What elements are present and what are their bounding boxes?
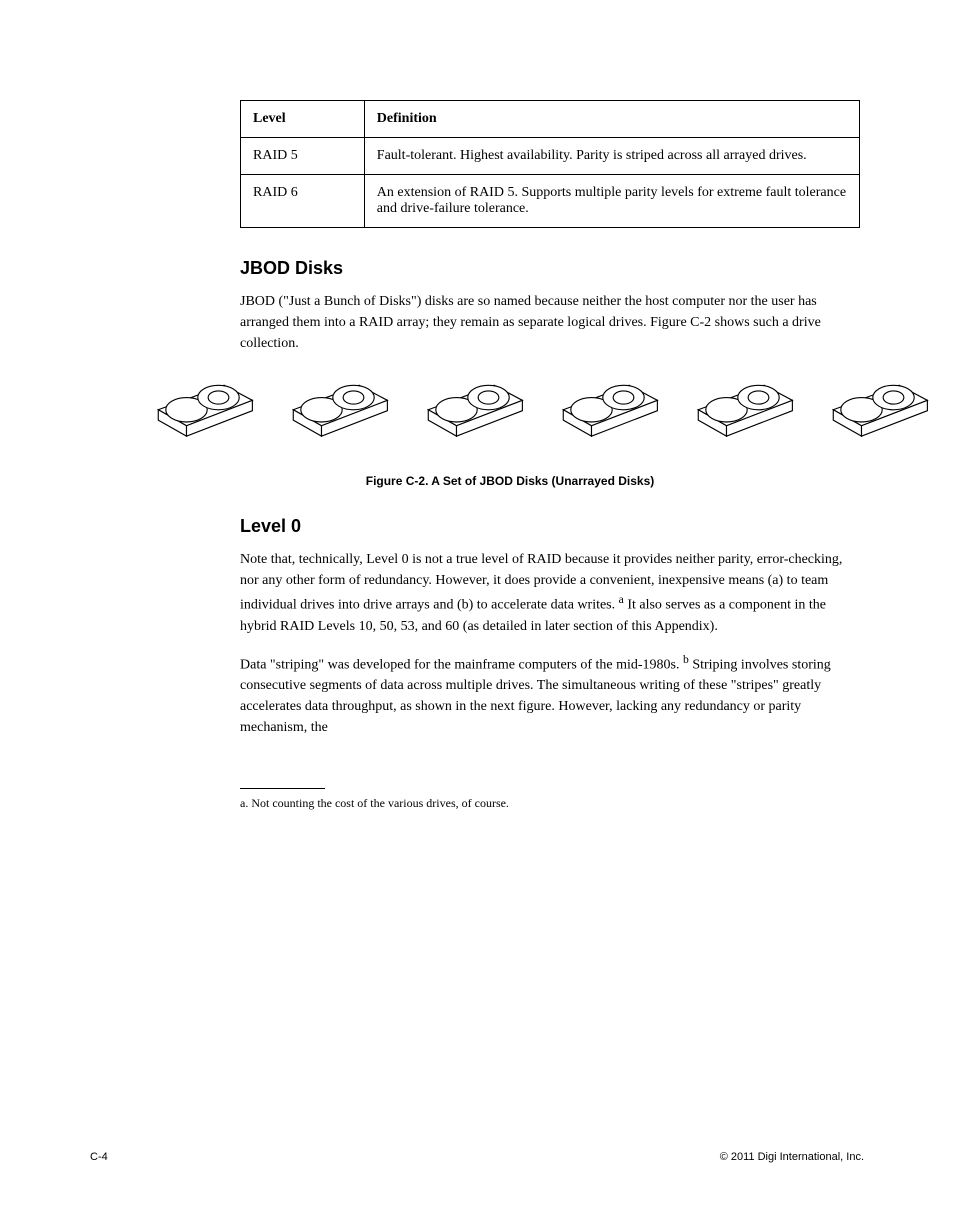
figure-caption-text: A Set of JBOD Disks (Unarrayed Disks) — [431, 474, 654, 488]
page-number: C-4 — [90, 1151, 108, 1163]
jbod-paragraph: JBOD ("Just a Bunch of Disks") disks are… — [240, 291, 860, 354]
footnote-rule — [240, 788, 325, 789]
cell-level: RAID 6 — [241, 175, 365, 228]
cell-level: RAID 5 — [241, 138, 365, 175]
disk-icon — [545, 374, 670, 454]
para2-text: Data "striping" was developed for the ma… — [240, 657, 683, 672]
disk-icon — [410, 374, 535, 454]
jbod-heading: JBOD Disks — [240, 258, 860, 279]
table-row: RAID 6 An extension of RAID 5. Supports … — [241, 175, 860, 228]
copyright-text: © 2011 Digi International, Inc. — [720, 1151, 864, 1163]
raid-levels-table: Level Definition RAID 5 Fault-tolerant. … — [240, 100, 860, 228]
cell-desc: An extension of RAID 5. Supports multipl… — [364, 175, 859, 228]
header-level: Level — [241, 101, 365, 138]
disk-icon — [275, 374, 400, 454]
table-row: RAID 5 Fault-tolerant. Highest availabil… — [241, 138, 860, 175]
level0-paragraph-1: Note that, technically, Level 0 is not a… — [240, 549, 860, 637]
cell-desc: Fault-tolerant. Highest availability. Pa… — [364, 138, 859, 175]
table-header-row: Level Definition — [241, 101, 860, 138]
disk-icon — [140, 374, 265, 454]
disk-figure-row — [140, 374, 940, 454]
figure-caption: Figure C-2. A Set of JBOD Disks (Unarray… — [160, 474, 860, 488]
disk-icon — [680, 374, 805, 454]
disk-icon — [815, 374, 940, 454]
header-definition: Definition — [364, 101, 859, 138]
figure-caption-label: Figure C-2. — [366, 474, 429, 488]
jbod-section: JBOD Disks JBOD ("Just a Bunch of Disks"… — [240, 258, 860, 354]
main-content: Level Definition RAID 5 Fault-tolerant. … — [240, 100, 860, 812]
level0-heading: Level 0 — [240, 516, 860, 537]
level0-paragraph-2: Data "striping" was developed for the ma… — [240, 651, 860, 739]
page-footer: C-4 © 2011 Digi International, Inc. — [90, 1151, 864, 1163]
footnote-text: a. Not counting the cost of the various … — [240, 795, 860, 812]
